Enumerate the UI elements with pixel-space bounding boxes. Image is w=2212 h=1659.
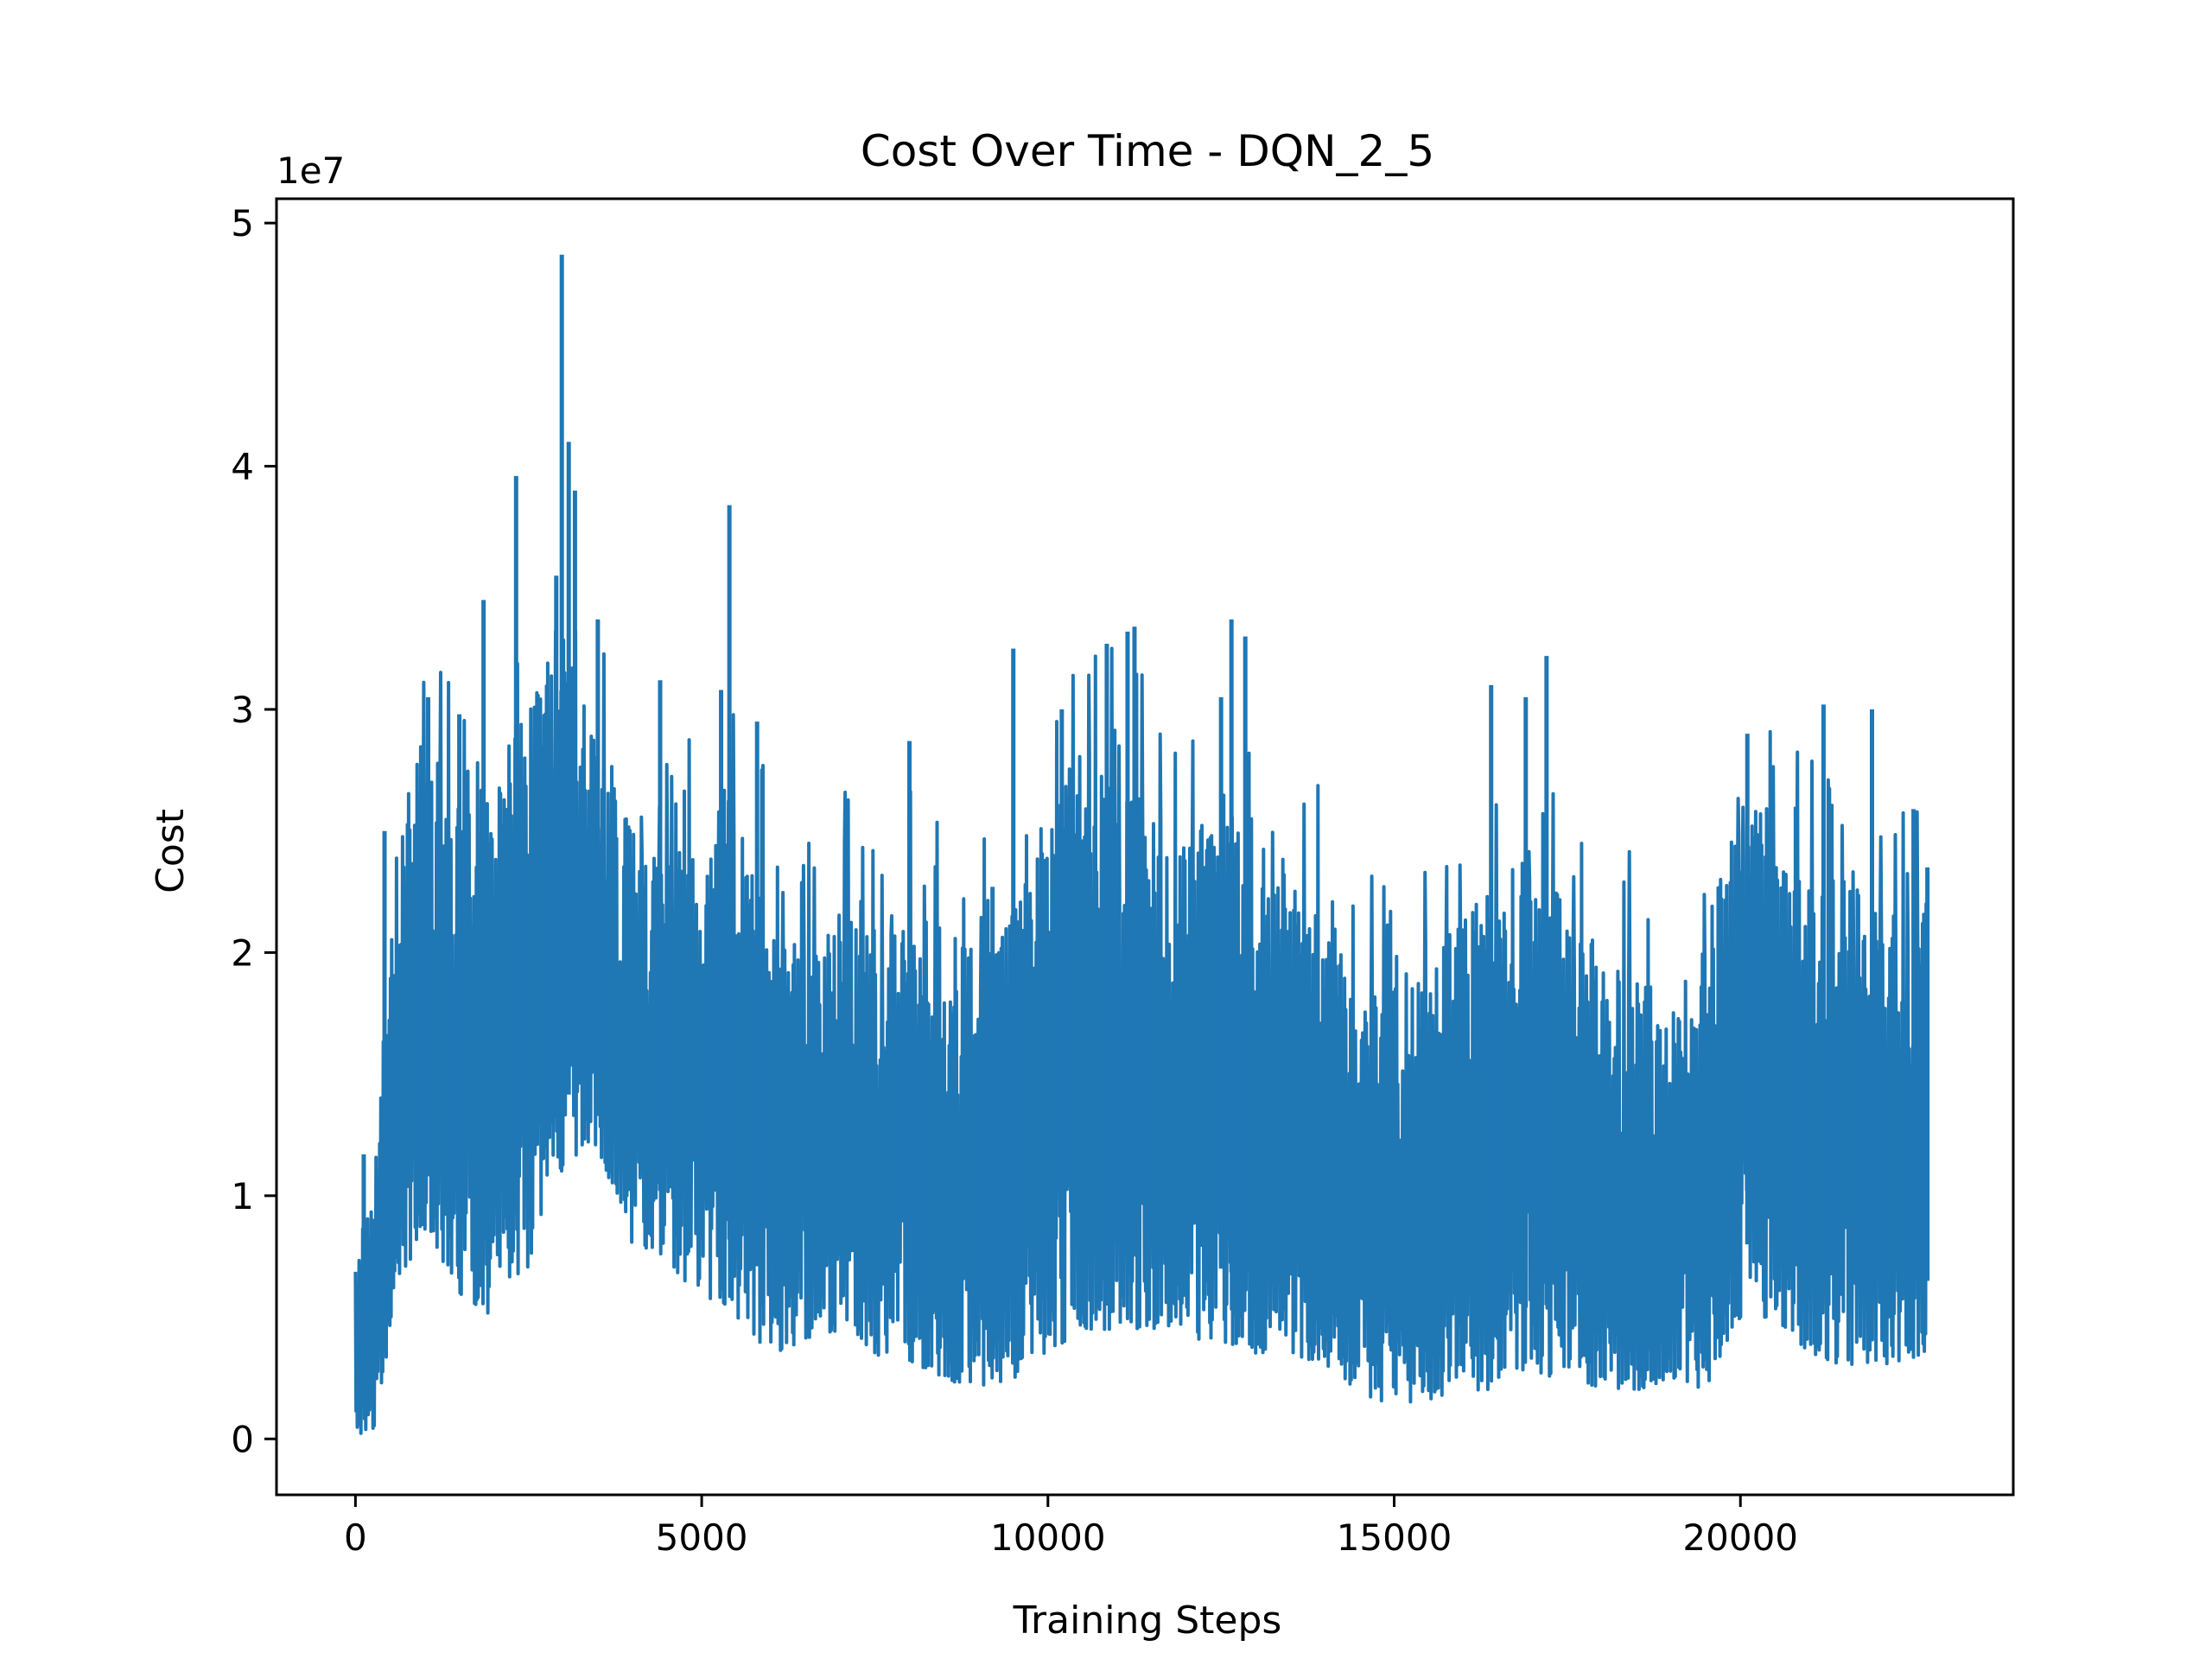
plot-frame [275, 197, 2015, 1497]
x-axis-label: Training Steps [1013, 1599, 1282, 1643]
y-tick-label: 1 [231, 1175, 254, 1217]
y-axis-ticks: 0 1 2 3 4 5 [231, 202, 276, 1460]
y-tick-label: 4 [231, 446, 254, 488]
x-tick-label: 5000 [656, 1516, 748, 1559]
y-offset-label: 1e7 [276, 149, 345, 192]
y-tick-label: 5 [231, 202, 254, 245]
x-tick-label: 10000 [990, 1516, 1106, 1559]
x-axis-ticks: 0 5000 10000 15000 20000 [344, 1495, 1798, 1559]
y-axis-label: Cost [149, 809, 193, 893]
y-tick-label: 3 [231, 689, 254, 731]
x-tick-label: 20000 [1682, 1516, 1798, 1559]
plot-area [275, 197, 2015, 1497]
chart-title: Cost Over Time - DQN_2_5 [861, 126, 1434, 176]
y-tick-label: 0 [231, 1418, 254, 1460]
x-tick-label: 0 [344, 1516, 367, 1559]
series-layer [353, 254, 1930, 1435]
cost-series-line [353, 629, 1929, 1435]
x-tick-label: 15000 [1337, 1516, 1452, 1559]
y-tick-label: 2 [231, 931, 254, 974]
